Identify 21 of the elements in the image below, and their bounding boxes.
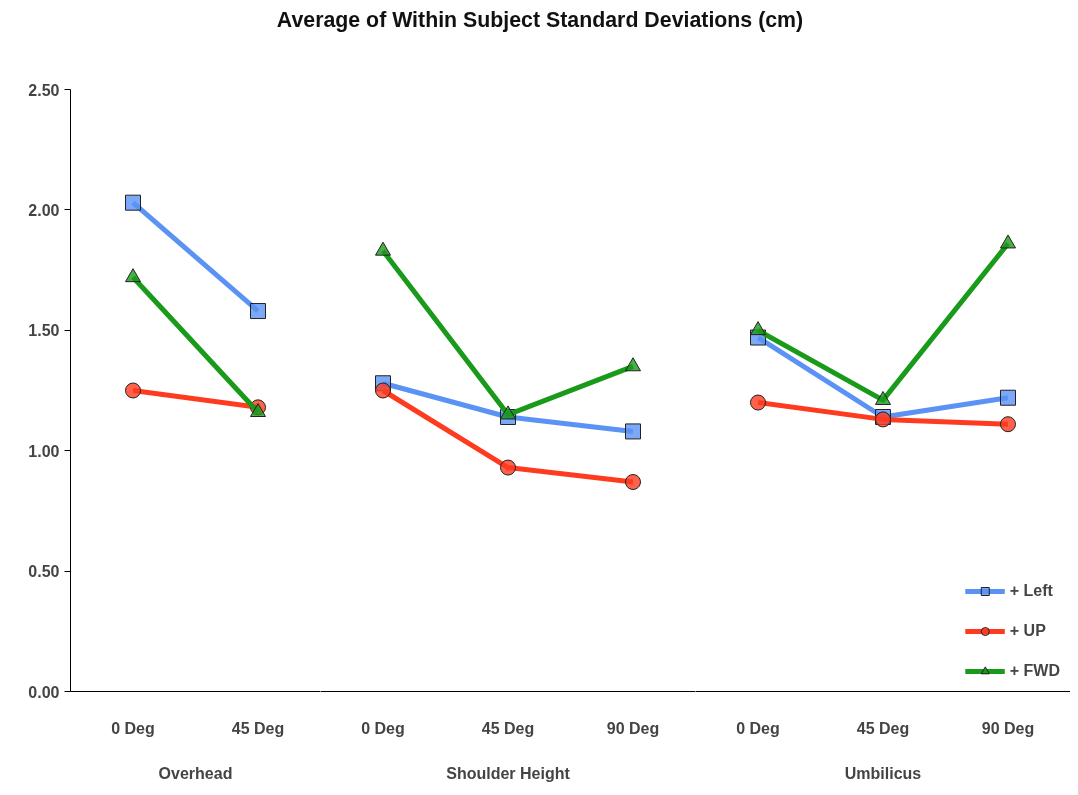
x-tick-label: 90 Deg	[606, 719, 660, 737]
x-tick-label: 90 Deg	[981, 719, 1035, 737]
chart-title: Average of Within Subject Standard Deviations (cm)	[276, 7, 804, 34]
x-tick-label: 45 Deg	[856, 719, 910, 737]
x-tick-label: 0 Deg	[736, 719, 780, 737]
x-axis-title: Shoulder Height	[446, 764, 571, 782]
y-tick-label: 2.00	[28, 201, 60, 219]
x-axis-title: Overhead	[158, 764, 233, 782]
x-tick-label: 45 Deg	[481, 719, 535, 737]
y-tick-label: 1.50	[28, 322, 60, 340]
y-tick-label: 2.50	[28, 81, 60, 99]
legend-label: + UP	[1009, 622, 1046, 640]
x-tick-label: 0 Deg	[111, 719, 155, 737]
y-tick-label: 1.00	[28, 442, 60, 460]
legend-label: + Left	[1009, 582, 1053, 600]
x-axis-title: Umbilicus	[844, 764, 922, 782]
y-tick-label: 0.50	[28, 563, 60, 581]
x-tick-label: 0 Deg	[361, 719, 405, 737]
y-tick-label: 0.00	[28, 683, 60, 701]
x-tick-label: 45 Deg	[231, 719, 285, 737]
legend-label: + FWD	[1009, 662, 1060, 680]
